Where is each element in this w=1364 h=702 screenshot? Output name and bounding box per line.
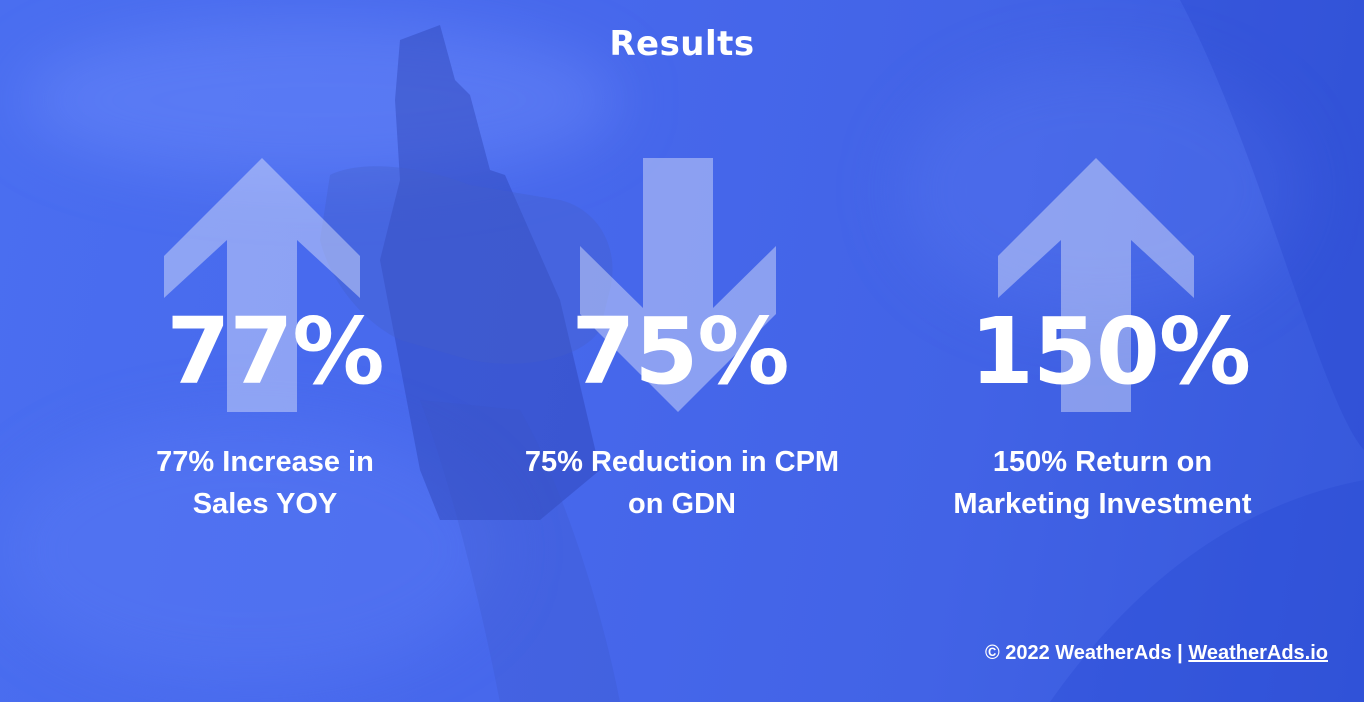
arrow-up-icon (998, 158, 1194, 412)
stat-caption-line: Sales YOY (192, 488, 338, 520)
stat-caption-line: on GDN (628, 488, 736, 520)
arrow-down-icon (580, 158, 776, 412)
stat-caption-line: Marketing Investment (953, 488, 1252, 520)
stat-value-roi: 150% (969, 298, 1251, 405)
stat-caption-line: 75% Reduction in CPM (524, 446, 840, 478)
stat-caption-sales: 77% Increase in Sales YOY (100, 441, 430, 525)
stat-caption-roi: 150% Return on Marketing Investment (925, 441, 1280, 525)
stat-value-sales: 77% (166, 298, 384, 405)
stat-caption-line: 150% Return on (992, 446, 1213, 478)
page-title: Results (609, 24, 755, 64)
footer: © 2022 WeatherAds | WeatherAds.io (985, 642, 1328, 665)
stat-value-cpm: 75% (571, 298, 789, 405)
arrow-up-icon (164, 158, 360, 412)
copyright-text: © 2022 WeatherAds | (984, 642, 1189, 664)
weatherads-link[interactable]: WeatherAds.io (1188, 642, 1328, 664)
stat-caption-line: 77% Increase in (156, 446, 374, 478)
stat-caption-cpm: 75% Reduction in CPM on GDN (482, 441, 882, 525)
